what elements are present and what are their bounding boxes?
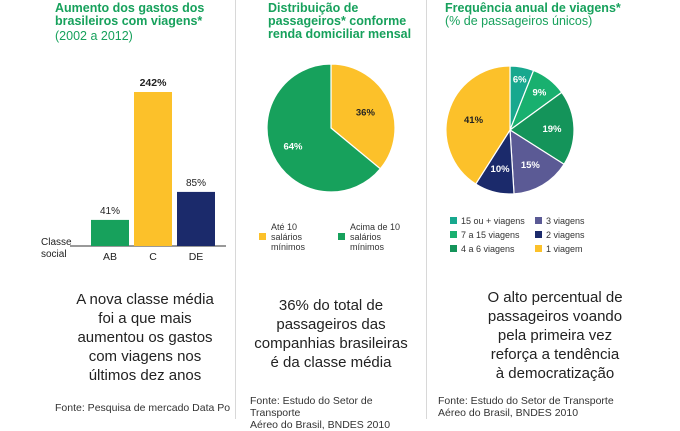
legend-swatch — [450, 231, 457, 238]
frequency-pie-slice — [445, 65, 511, 185]
frequency-subtitle: (% de passageiros únicos) — [445, 14, 593, 28]
legend-swatch — [450, 245, 457, 252]
frequency-pie-slice-label: 19% — [542, 124, 562, 135]
legend-swatch-high-income — [338, 233, 345, 240]
panel-divider — [426, 0, 427, 419]
bar-de — [177, 191, 215, 246]
income-pie-slice — [330, 63, 396, 170]
frequency-pie-slice-label: 41% — [464, 115, 484, 126]
frequency-panel: Frequência anual de viagens* (% de passa… — [428, 0, 680, 420]
income-source: Fonte: Estudo do Setor de Transporte Aér… — [250, 395, 424, 431]
statement-line: passageiros voando — [487, 308, 623, 325]
spending-subtitle: (2002 a 2012) — [55, 29, 133, 43]
statement-line: com viagens nos — [88, 348, 202, 365]
statement-line: últimos dez anos — [88, 367, 202, 384]
frequency-pie-slice-label: 6% — [513, 74, 527, 85]
legend-label: 4 a 6 viagens — [461, 244, 515, 254]
class-axis-label-line: Classe — [41, 237, 72, 248]
frequency-pie-slice-label: 10% — [491, 164, 511, 175]
income-title-line: passageiros* conforme — [268, 14, 407, 28]
legend-label: 1 viagem — [546, 244, 583, 254]
source-line: Aéreo do Brasil, BNDES 2010 — [438, 407, 579, 419]
income-pie-slice-label: 64% — [283, 141, 303, 152]
statement-line: passageiros das — [276, 316, 386, 333]
source-line: Fonte: Estudo do Setor de Transporte — [438, 395, 614, 407]
statement-line: 36% do total de — [278, 297, 384, 314]
statement-line: aumentou os gastos — [77, 329, 213, 346]
class-axis-label-line: social — [41, 249, 67, 260]
legend-swatch-low-income — [259, 233, 266, 240]
statement-line: pela primeira vez — [497, 327, 613, 344]
frequency-pie-chart: 6% 9% 19% 15% 10% 41% — [445, 65, 575, 195]
class-axis-label: Classe social — [41, 237, 72, 261]
bar-value-label: 242% — [140, 77, 168, 89]
statement-line: A nova classe média — [76, 291, 214, 308]
bar-category-label: AB — [103, 251, 117, 263]
bar-category-label: DE — [189, 251, 204, 263]
bar-value-label: 85% — [186, 178, 206, 189]
spending-title: Aumento dos gastos dos brasileiros com v… — [55, 2, 204, 28]
income-title-line: Distribuição de — [268, 1, 359, 15]
legend-label: 7 a 15 viagens — [461, 230, 520, 240]
income-panel: Distribuição de passageiros* conforme re… — [238, 0, 424, 431]
frequency-source: Fonte: Estudo do Setor de Transporte Aér… — [438, 395, 614, 419]
bar-c — [134, 92, 172, 246]
income-title-line: renda domiciliar mensal — [268, 27, 412, 41]
statement-line: companhias brasileiras — [254, 335, 408, 352]
legend-label: 15 ou + viagens — [461, 216, 525, 226]
frequency-pie-slice-label: 9% — [533, 88, 547, 99]
income-pie-slice — [266, 63, 382, 193]
legend-label-low-income: Até 10 salários mínimos — [271, 222, 306, 252]
legend-label: 3 viagens — [546, 216, 585, 226]
legend-label-high-income: Acima de 10 salários mínimos — [350, 222, 401, 252]
statement-line: é da classe média — [270, 354, 392, 371]
spending-title-line: Aumento dos gastos dos — [55, 1, 205, 15]
frequency-statement: O alto percentual de passageiros voando … — [440, 288, 670, 383]
bar-value-label: 41% — [100, 206, 120, 217]
statement-line: à democratização — [495, 365, 615, 382]
frequency-title: Frequência anual de viagens* — [445, 1, 621, 15]
legend-swatch — [535, 217, 542, 224]
statement-line: reforça a tendência — [490, 346, 620, 363]
panel-divider — [235, 0, 236, 419]
source-line: Aéreo do Brasil, BNDES 2010 — [250, 419, 391, 431]
income-pie-slice-label: 36% — [356, 107, 376, 118]
spending-statement: A nova classe média foi a que mais aumen… — [55, 290, 235, 385]
spending-panel: Aumento dos gastos dos brasileiros com v… — [0, 0, 235, 419]
statement-line: foi a que mais — [98, 310, 192, 327]
legend-swatch — [535, 231, 542, 238]
bar-ab — [91, 219, 129, 246]
income-pie-chart: 36% 64% — [266, 63, 396, 193]
income-title: Distribuição de passageiros* conforme re… — [268, 2, 411, 41]
frequency-pie-slice — [508, 91, 575, 166]
source-line: Fonte: Estudo do Setor de Transporte — [250, 395, 373, 419]
statement-line: O alto percentual de — [487, 289, 623, 306]
legend-swatch — [535, 245, 542, 252]
spending-source: Fonte: Pesquisa de mercado Data Popular — [55, 402, 230, 414]
income-statement: 36% do total de passageiros das companhi… — [238, 296, 424, 372]
bar-category-label: C — [149, 251, 157, 263]
frequency-pie-slice — [509, 128, 565, 195]
spending-title-line: brasileiros com viagens* — [55, 14, 203, 28]
spending-bar-chart: 41% AB 242% C 85% DE — [70, 77, 226, 263]
legend-label: 2 viagens — [546, 230, 585, 240]
legend-swatch — [450, 217, 457, 224]
frequency-pie-slice-label: 15% — [521, 160, 541, 171]
